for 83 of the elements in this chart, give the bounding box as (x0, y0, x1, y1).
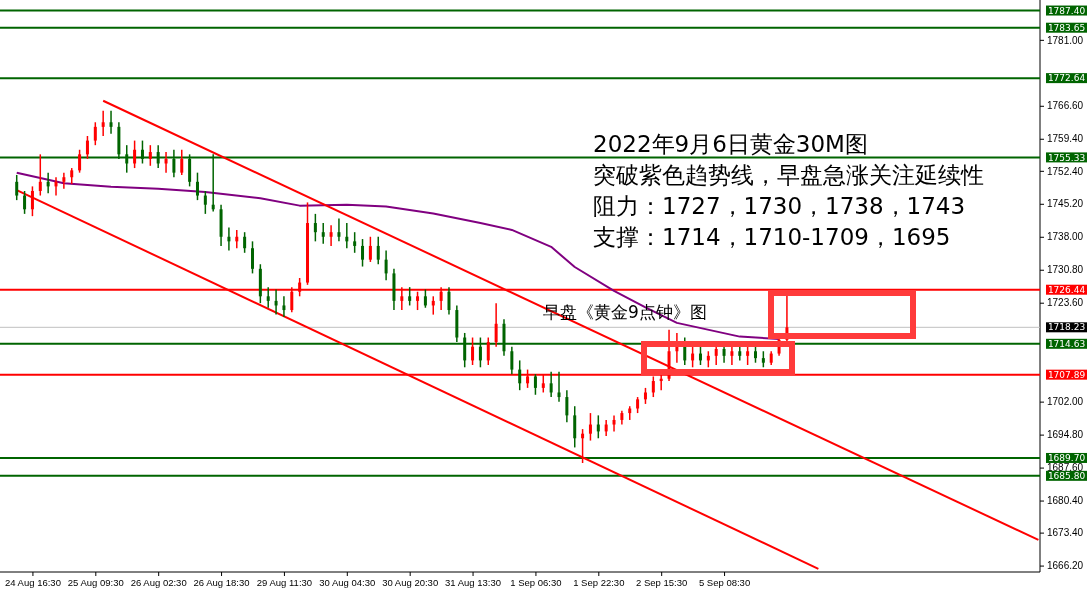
candlestick (573, 405, 577, 449)
candlestick (195, 171, 199, 201)
candlestick (93, 121, 97, 146)
x-tick-label: 1 Sep 22:30 (573, 576, 625, 588)
candlestick (486, 336, 490, 366)
ref-line-label: 1689.70 (1047, 453, 1086, 464)
candlestick (408, 286, 412, 307)
candlestick (203, 190, 207, 215)
candlestick (306, 201, 310, 286)
x-tick-label: 25 Aug 09:30 (67, 576, 124, 588)
x-tick-label: 24 Aug 16:30 (4, 576, 61, 588)
x-tick-label: 5 Sep 08:30 (698, 576, 751, 588)
candlestick (321, 222, 325, 245)
y-tick-label: 1738.00 (1047, 231, 1084, 243)
candlestick (251, 240, 254, 275)
candlestick (329, 224, 333, 247)
x-tick-label: 2 Sep 15:30 (636, 576, 688, 588)
y-tick-label: 1745.20 (1047, 198, 1084, 210)
y-tick-label: 1723.60 (1047, 297, 1084, 309)
x-tick-label: 26 Aug 18:30 (193, 576, 250, 588)
candlestick (38, 153, 42, 197)
candlestick (746, 345, 750, 366)
x-tick-label: 1 Sep 06:30 (510, 576, 562, 588)
candlestick (282, 295, 286, 318)
candlestick (361, 238, 365, 268)
y-tick-label: 1680.40 (1047, 495, 1084, 507)
x-tick-label: 30 Aug 04:30 (319, 576, 376, 588)
candlestick (353, 231, 357, 254)
ref-line-label: 1772.64 (1047, 73, 1086, 84)
candlestick (494, 302, 498, 348)
ref-line-label: 1726.44 (1047, 284, 1086, 295)
candlestick (109, 110, 113, 135)
y-tick-label: 1730.80 (1047, 264, 1084, 276)
annotation: 2022年9月6日黄金30M图 (593, 131, 868, 158)
candlestick (533, 373, 537, 396)
candlestick (447, 286, 451, 316)
candlestick (23, 190, 27, 215)
candlestick (266, 286, 270, 309)
y-tick-label: 1766.60 (1047, 100, 1084, 112)
candlestick (471, 336, 475, 366)
x-tick-label: 30 Aug 20:30 (382, 576, 439, 588)
ref-line-label: 1787.40 (1047, 5, 1086, 16)
candlestick (368, 236, 372, 263)
ref-line-label: 1685.80 (1047, 470, 1086, 481)
candlestick (313, 213, 317, 243)
candlestick (612, 414, 616, 433)
annotation: 支撑：1714，1710-1709，1695 (593, 224, 951, 251)
candlestick (101, 110, 105, 137)
candlestick (423, 288, 427, 309)
y-tick-label: 1752.40 (1047, 165, 1084, 177)
ref-line-label: 1707.89 (1047, 369, 1086, 380)
candlestick (565, 389, 569, 423)
candlestick (85, 135, 89, 160)
ref-line-label: 1755.33 (1047, 152, 1086, 163)
y-tick-label: 1702.00 (1047, 396, 1084, 408)
y-tick-label: 1694.80 (1047, 429, 1084, 441)
x-tick-label: 29 Aug 11:30 (256, 576, 313, 588)
y-tick-label: 1781.00 (1047, 34, 1084, 46)
candlestick (588, 412, 592, 442)
ref-line-label: 1783.65 (1047, 22, 1086, 33)
candlestick (78, 149, 82, 174)
annotation: 阻力：1727，1730，1738，1743 (593, 193, 966, 220)
x-tick-label: 26 Aug 02:30 (130, 576, 187, 588)
y-tick-label: 1673.40 (1047, 527, 1084, 539)
ref-line-label: 1714.63 (1047, 338, 1086, 349)
x-tick-label: 31 Aug 13:30 (445, 576, 502, 588)
candlestick (62, 171, 66, 190)
candlestick (510, 345, 514, 375)
candlestick (180, 149, 184, 176)
candlestick (549, 371, 553, 398)
annotation: 突破紫色趋势线，早盘急涨关注延续性 (593, 162, 984, 189)
candlestick (376, 236, 380, 265)
y-tick-label: 1666.20 (1047, 560, 1084, 572)
candlestick (518, 359, 522, 391)
candlestick (557, 371, 561, 403)
candlestick (15, 174, 19, 201)
candlestick (148, 144, 152, 167)
y-tick-label: 1759.40 (1047, 133, 1084, 145)
candlestick (337, 217, 341, 243)
candlestick (384, 249, 388, 282)
ref-line-label: 1718.23 (1047, 322, 1086, 333)
candlestick (133, 139, 137, 169)
candlestick (243, 231, 247, 254)
